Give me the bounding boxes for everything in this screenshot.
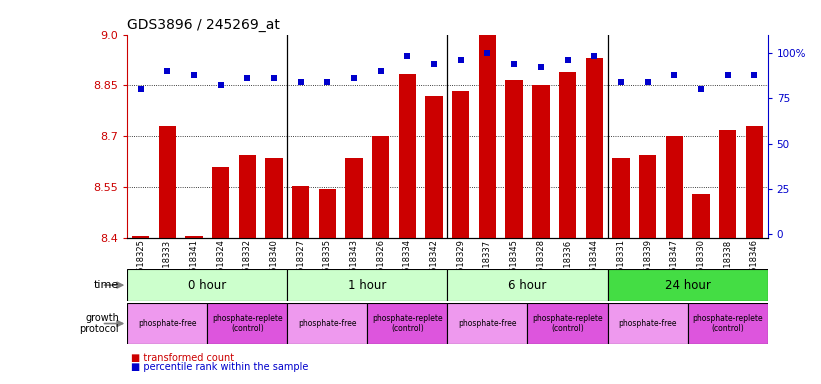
Point [561,57,574,63]
Text: phosphate-free: phosphate-free [298,319,356,328]
Text: ■ percentile rank within the sample: ■ percentile rank within the sample [131,362,309,372]
Point [721,71,734,78]
Bar [506,80,523,238]
Text: phosphate-free: phosphate-free [138,319,196,328]
Text: phosphate-free: phosphate-free [458,319,516,328]
Text: 6 hour: 6 hour [508,279,547,291]
Bar [719,129,736,238]
Text: phosphate-replete
(control): phosphate-replete (control) [532,314,603,333]
Bar [127,303,207,344]
Point [507,61,521,67]
Bar [265,158,282,238]
Point [187,71,200,78]
Bar [559,72,576,238]
Point [667,71,681,78]
Text: GDS3896 / 245269_at: GDS3896 / 245269_at [127,18,280,32]
Bar [399,74,416,238]
Text: 24 hour: 24 hour [665,279,710,291]
Bar [158,126,176,238]
Point [534,64,548,70]
Text: phosphate-free: phosphate-free [618,319,677,328]
Bar [745,126,763,238]
Bar [666,136,683,238]
Point [347,75,360,81]
Text: growth
protocol: growth protocol [80,313,119,334]
Bar [368,303,447,344]
Text: phosphate-replete
(control): phosphate-replete (control) [372,314,443,333]
Point [374,68,388,74]
Point [454,57,467,63]
Bar [608,269,768,301]
Bar [212,167,229,238]
Bar [207,303,287,344]
Bar [452,91,470,238]
Bar [127,269,287,301]
Bar [239,155,256,238]
Point [588,53,601,60]
Bar [639,155,656,238]
Bar [132,237,149,238]
Point [161,68,174,74]
Bar [528,303,608,344]
Point [214,83,227,89]
Bar [372,136,389,238]
Text: phosphate-replete
(control): phosphate-replete (control) [692,314,763,333]
Point [321,79,334,85]
Bar [479,35,496,238]
Bar [287,269,447,301]
Text: time: time [94,280,119,290]
Text: 0 hour: 0 hour [188,279,227,291]
Bar [688,303,768,344]
Bar [186,237,203,238]
Point [695,86,708,92]
Text: 1 hour: 1 hour [348,279,387,291]
Bar [425,96,443,238]
Bar [447,303,528,344]
Point [428,61,441,67]
Point [641,79,654,85]
Bar [608,303,688,344]
Bar [287,303,368,344]
Point [268,75,281,81]
Point [401,53,414,60]
Point [614,79,627,85]
Bar [532,86,549,238]
Bar [692,194,709,238]
Bar [319,189,336,238]
Bar [292,185,310,238]
Bar [585,58,603,238]
Bar [447,269,608,301]
Point [748,71,761,78]
Point [481,50,494,56]
Bar [612,158,630,238]
Point [134,86,147,92]
Text: phosphate-replete
(control): phosphate-replete (control) [212,314,282,333]
Point [241,75,254,81]
Bar [346,158,363,238]
Point [294,79,307,85]
Text: ■ transformed count: ■ transformed count [131,353,235,363]
